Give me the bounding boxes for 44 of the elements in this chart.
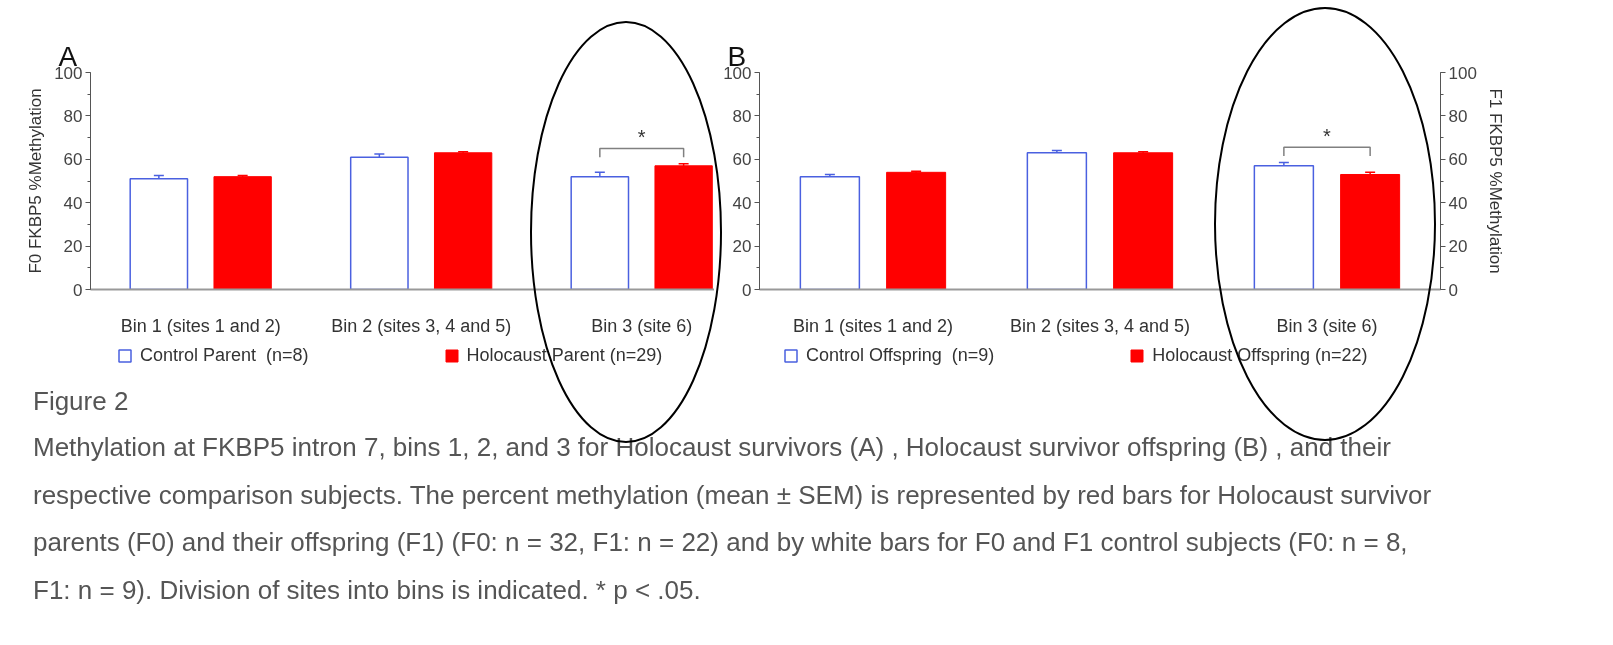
bar bbox=[1253, 165, 1315, 290]
legend-label: Control Parent (n=8) bbox=[140, 344, 309, 366]
text: Methylation at FKBP5 intron 7, bins 1, 2, and 3 for Holocaust survivors (A) , Holocaust survivor offspring (B) , and their respective comparison subjects. The percent methylation (mean ± SEM) is represented by red bars for Holocaust survivor parents (F0) and their offspring (F1) (F0: n = 32, F1: n = 22) and by white bars for F0 and F1 control subjects (F0: n = 8, F1: n = 9). Division of sites into bins is indicated. * p < .05. bbox=[33, 431, 1433, 607]
x-tick-label: Bin 2 (sites 3, 4 and 5) bbox=[1009, 315, 1191, 336]
x-tick-label: Bin 3 (site 6) bbox=[1276, 315, 1378, 336]
y-tick-label: 80 bbox=[732, 106, 752, 126]
bar bbox=[213, 176, 272, 290]
bar bbox=[1026, 152, 1088, 290]
legend-label: Holocaust Offspring (n=22) bbox=[1152, 344, 1368, 366]
bar bbox=[654, 165, 713, 290]
y2-tick-label: 40 bbox=[1448, 193, 1468, 213]
y-tick-label: 40 bbox=[732, 193, 752, 213]
y2-tick-label: 100 bbox=[1448, 63, 1477, 83]
annotation: * bbox=[637, 126, 646, 149]
y2-tick-label: 80 bbox=[1448, 106, 1468, 126]
y-tick-label: 60 bbox=[63, 150, 83, 170]
bar bbox=[1113, 152, 1174, 290]
bar bbox=[886, 171, 947, 290]
y2-axis-title: F1 FKBP5 %Methylation bbox=[1485, 88, 1505, 274]
x-tick-label: Bin 2 (sites 3, 4 and 5) bbox=[331, 315, 512, 336]
y2-tick-label: 20 bbox=[1448, 237, 1468, 257]
bar bbox=[129, 178, 189, 290]
bar bbox=[570, 175, 630, 290]
x-tick-label: Bin 3 (site 6) bbox=[591, 315, 693, 336]
y2-tick-label: 60 bbox=[1448, 150, 1468, 170]
y-tick-label: 40 bbox=[63, 193, 83, 213]
x-tick-label: Bin 1 (sites 1 and 2) bbox=[792, 315, 954, 336]
y-axis-title: F0 FKBP5 %Methylation bbox=[26, 88, 46, 274]
y-tick-label: 0 bbox=[73, 280, 83, 300]
y-tick-label: 80 bbox=[63, 106, 83, 126]
y-tick-label: 20 bbox=[732, 237, 752, 257]
legend-label: Control Offspring (n=9) bbox=[806, 344, 995, 366]
y-tick-label: 60 bbox=[732, 150, 752, 170]
y2-tick-label: 0 bbox=[1448, 280, 1458, 300]
text: Figure 2 bbox=[33, 385, 129, 418]
annotation: * bbox=[1323, 125, 1332, 148]
legend-label: Holocaust Parent (n=29) bbox=[466, 344, 663, 366]
y-tick-label: 0 bbox=[742, 280, 752, 300]
x-tick-label: Bin 1 (sites 1 and 2) bbox=[120, 315, 281, 336]
bar bbox=[433, 152, 493, 290]
y-tick-label: 20 bbox=[63, 237, 83, 257]
bar bbox=[799, 175, 861, 290]
bar bbox=[349, 156, 409, 290]
bar bbox=[1340, 173, 1401, 290]
